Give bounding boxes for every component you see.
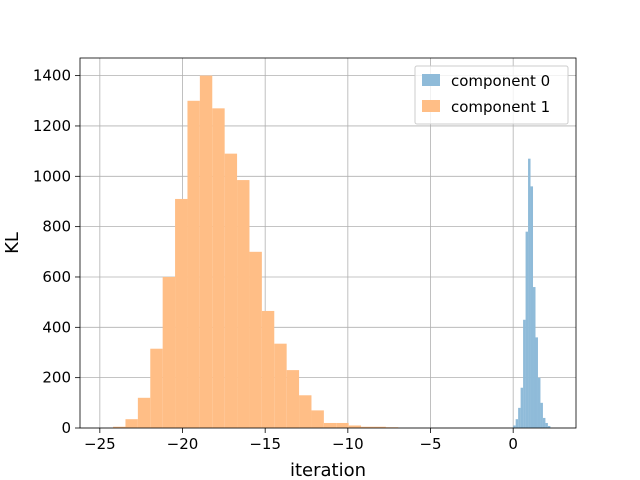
x-tick-label: −25 — [84, 435, 116, 453]
histogram-bar-component-0 — [533, 287, 536, 428]
histogram-bar-component-0 — [523, 319, 526, 428]
histogram-bar-component-0 — [513, 425, 516, 428]
y-tick-label: 1000 — [33, 167, 71, 185]
histogram-bar-component-1 — [336, 422, 349, 428]
histogram-bar-component-0 — [540, 402, 543, 428]
histogram-bar-component-0 — [528, 158, 531, 428]
histogram-bars — [113, 75, 551, 429]
x-axis-ticks: −25 −20 −15 −10 −5 0 — [84, 428, 518, 453]
histogram-bar-component-1 — [237, 180, 250, 428]
histogram-bar-component-1 — [373, 426, 386, 428]
y-tick-label: 800 — [42, 218, 71, 236]
histogram-bar-component-1 — [199, 75, 213, 428]
histogram-bar-component-0 — [542, 417, 546, 428]
histogram-bar-component-1 — [286, 370, 300, 428]
y-tick-label: 600 — [42, 268, 71, 286]
histogram-bar-component-0 — [547, 425, 551, 428]
histogram-bar-component-1 — [113, 426, 126, 428]
histogram-bar-component-1 — [299, 395, 312, 428]
histogram-bar-component-1 — [361, 426, 374, 428]
histogram-bar-component-1 — [162, 276, 176, 428]
histogram-bar-component-1 — [249, 251, 262, 428]
histogram-bar-component-1 — [311, 410, 324, 428]
histogram-bar-component-1 — [212, 108, 225, 428]
histogram-bar-component-1 — [348, 425, 362, 428]
x-tick-label: −5 — [419, 435, 441, 453]
histogram-bar-component-0 — [515, 419, 519, 428]
y-tick-label: 200 — [42, 369, 71, 387]
histogram-bar-component-0 — [518, 407, 521, 428]
legend-swatch-component-0 — [422, 74, 440, 86]
histogram-bar-component-0 — [520, 387, 524, 428]
y-tick-label: 1200 — [33, 117, 71, 135]
x-tick-label: −15 — [249, 435, 281, 453]
histogram-bar-component-1 — [261, 310, 275, 428]
x-tick-label: 0 — [508, 435, 518, 453]
legend-label-component-1: component 1 — [451, 98, 550, 116]
y-tick-label: 1400 — [33, 67, 71, 85]
x-tick-label: −20 — [167, 435, 199, 453]
legend-swatch-component-1 — [422, 100, 440, 112]
histogram-bar-component-1 — [150, 348, 163, 428]
y-tick-label: 400 — [42, 318, 71, 336]
histogram-bar-component-1 — [323, 422, 337, 428]
y-axis-title: KL — [2, 232, 23, 254]
legend-frame — [414, 65, 569, 125]
histogram-bar-component-1 — [175, 198, 188, 428]
histogram-bar-component-0 — [525, 231, 529, 428]
plot-area-frame — [79, 57, 577, 429]
histogram-bar-component-1 — [224, 153, 238, 429]
legend-label-component-0: component 0 — [451, 72, 550, 90]
x-tick-label: −10 — [332, 435, 364, 453]
histogram-bar-component-1 — [125, 419, 138, 428]
histogram-bar-component-0 — [545, 422, 548, 428]
histogram-bar-component-1 — [187, 100, 200, 428]
histogram-bar-component-0 — [537, 377, 541, 428]
legend: component 0 component 1 — [414, 65, 569, 125]
y-tick-label: 0 — [61, 419, 71, 437]
histogram-bar-component-0 — [530, 186, 534, 428]
histogram-bar-component-1 — [137, 397, 151, 428]
histogram-bar-component-1 — [274, 343, 287, 428]
x-axis-title: iteration — [290, 460, 366, 480]
y-axis-ticks: 0 200 400 600 800 1000 1200 1400 — [33, 67, 80, 437]
histogram-bar-component-0 — [535, 337, 538, 428]
